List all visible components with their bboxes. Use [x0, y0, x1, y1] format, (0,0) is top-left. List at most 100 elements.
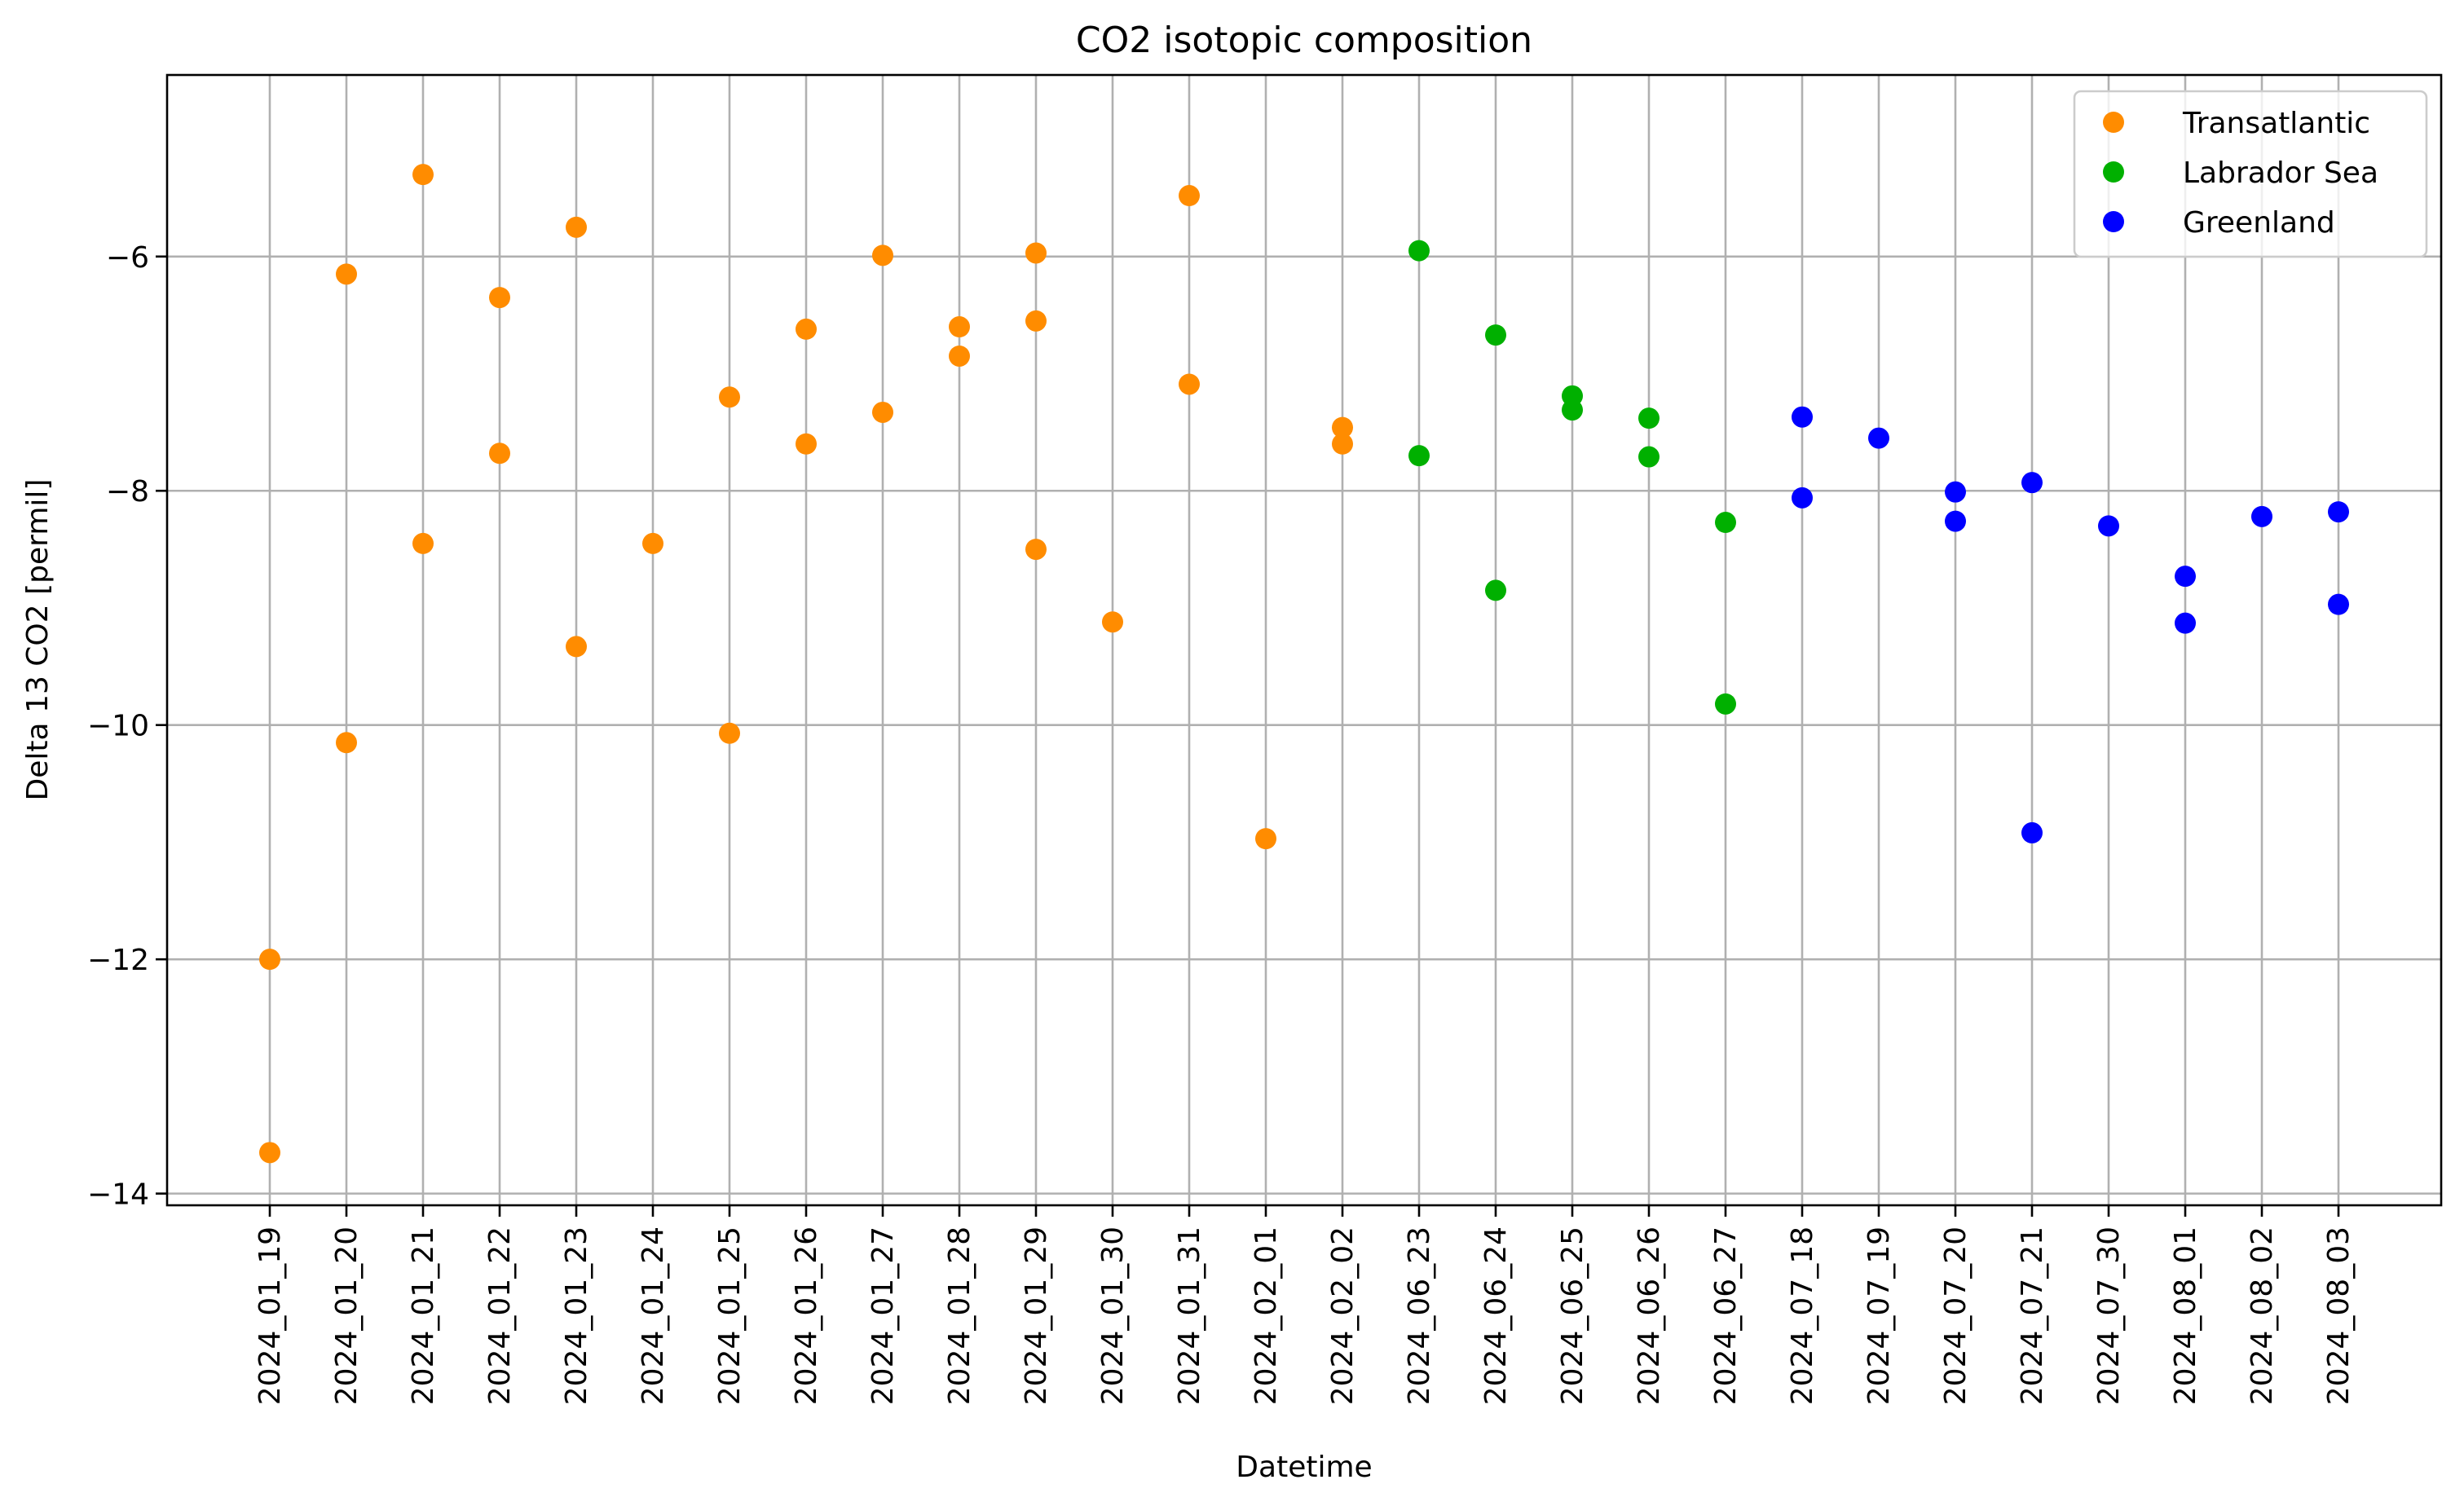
x-axis-label: Datetime: [1236, 1451, 1372, 1484]
data-point-transatlantic: [1332, 433, 1353, 455]
data-point-transatlantic: [1179, 185, 1200, 207]
data-point-transatlantic: [1255, 828, 1276, 850]
x-tick-label: 2024_01_22: [483, 1226, 517, 1405]
plot-frame: [165, 73, 2443, 1207]
x-tick-label: 2024_06_24: [1479, 1226, 1513, 1405]
legend: Transatlantic Labrador Sea Greenland: [2073, 90, 2428, 258]
x-tick-label: 2024_06_23: [1403, 1226, 1436, 1405]
data-point-transatlantic: [1332, 416, 1353, 438]
data-point-transatlantic: [872, 401, 893, 423]
data-point-labrador-sea: [1408, 240, 1430, 262]
data-point-transatlantic: [336, 732, 357, 754]
legend-label: Transatlantic: [2182, 107, 2370, 140]
data-point-labrador-sea: [1715, 693, 1736, 715]
data-point-greenland: [1945, 481, 1966, 503]
data-point-transatlantic: [719, 386, 740, 408]
data-point-transatlantic: [1025, 242, 1047, 264]
legend-marker: [2103, 211, 2124, 232]
x-tick-label: 2024_06_27: [1709, 1226, 1743, 1405]
y-tick-label: −6: [106, 241, 149, 275]
data-point-labrador-sea: [1408, 445, 1430, 467]
y-axis-label: Delta 13 CO2 [permil]: [21, 479, 55, 801]
x-tick-label: 2024_01_20: [330, 1226, 364, 1405]
data-points: [259, 164, 2349, 1164]
y-tick-label: −14: [87, 1178, 149, 1212]
data-point-labrador-sea: [1638, 446, 1660, 468]
data-point-transatlantic: [489, 287, 510, 309]
data-point-greenland: [2175, 566, 2196, 588]
data-point-greenland: [1792, 487, 1813, 509]
x-tick-label: 2024_01_29: [1020, 1226, 1053, 1405]
x-tick-label: 2024_02_01: [1250, 1226, 1283, 1405]
grid: [167, 75, 2441, 1205]
data-point-transatlantic: [566, 636, 587, 658]
data-point-transatlantic: [949, 345, 970, 367]
x-tick-label: 2024_01_27: [866, 1226, 900, 1405]
data-point-transatlantic: [336, 263, 357, 285]
x-axis-ticks: 2024_01_19 2024_01_20 2024_01_21 2024_01_22…: [253, 1205, 2356, 1405]
data-point-greenland: [2328, 593, 2349, 615]
data-point-transatlantic: [1025, 310, 1047, 332]
x-tick-label: 2024_08_02: [2246, 1226, 2279, 1405]
legend-marker: [2103, 161, 2124, 183]
data-point-greenland: [2021, 472, 2043, 494]
data-point-greenland: [2098, 515, 2119, 537]
x-tick-label: 2024_07_21: [2016, 1226, 2049, 1405]
x-tick-label: 2024_01_25: [713, 1226, 747, 1405]
data-point-transatlantic: [412, 164, 434, 186]
data-point-transatlantic: [872, 244, 893, 266]
data-point-transatlantic: [489, 443, 510, 465]
y-tick-label: −12: [87, 944, 149, 977]
x-tick-label: 2024_01_23: [560, 1226, 593, 1405]
x-tick-label: 2024_01_21: [407, 1226, 440, 1405]
legend-label: Greenland: [2183, 206, 2335, 240]
data-point-transatlantic: [1179, 373, 1200, 395]
x-tick-label: 2024_01_19: [253, 1226, 287, 1405]
data-point-greenland: [1945, 510, 1966, 532]
x-tick-label: 2024_01_30: [1096, 1226, 1130, 1405]
data-point-transatlantic: [719, 722, 740, 744]
data-point-transatlantic: [259, 949, 280, 971]
x-tick-label: 2024_06_26: [1633, 1226, 1666, 1405]
x-tick-label: 2024_07_18: [1786, 1226, 1819, 1405]
data-point-labrador-sea: [1562, 399, 1583, 421]
data-point-transatlantic: [412, 532, 434, 554]
legend-box: [2073, 90, 2428, 258]
y-tick-label: −8: [106, 475, 149, 509]
x-tick-label: 2024_01_26: [790, 1226, 823, 1405]
data-point-transatlantic: [642, 532, 663, 554]
data-point-greenland: [1792, 406, 1813, 428]
x-tick-label: 2024_07_20: [1939, 1226, 1973, 1405]
x-tick-label: 2024_02_02: [1326, 1226, 1360, 1405]
y-axis-ticks: −14 −12 −10 −8 −6: [87, 241, 167, 1212]
data-point-labrador-sea: [1485, 579, 1506, 601]
data-point-transatlantic: [796, 433, 817, 455]
x-tick-label: 2024_01_31: [1173, 1226, 1206, 1405]
data-point-transatlantic: [566, 216, 587, 238]
data-point-transatlantic: [259, 1142, 280, 1164]
data-point-transatlantic: [1025, 539, 1047, 561]
chart-title: CO2 isotopic composition: [1076, 20, 1532, 61]
x-tick-label: 2024_08_03: [2322, 1226, 2356, 1405]
data-point-greenland: [1868, 427, 1889, 449]
y-tick-label: −10: [87, 710, 149, 743]
data-point-labrador-sea: [1638, 407, 1660, 429]
x-tick-label: 2024_07_19: [1862, 1226, 1896, 1405]
x-tick-label: 2024_08_01: [2169, 1226, 2202, 1405]
data-point-greenland: [2175, 612, 2196, 634]
legend-label: Labrador Sea: [2183, 156, 2378, 190]
x-tick-label: 2024_06_25: [1556, 1226, 1589, 1405]
legend-marker: [2103, 112, 2124, 133]
data-point-labrador-sea: [1485, 324, 1506, 346]
x-tick-label: 2024_01_28: [943, 1226, 976, 1405]
data-point-transatlantic: [796, 318, 817, 340]
x-tick-label: 2024_01_24: [637, 1226, 670, 1405]
x-tick-label: 2024_07_30: [2092, 1226, 2126, 1405]
data-point-greenland: [2328, 501, 2349, 523]
data-point-greenland: [2251, 505, 2272, 527]
data-point-transatlantic: [949, 316, 970, 338]
data-point-greenland: [2021, 821, 2043, 843]
data-point-transatlantic: [1102, 611, 1123, 633]
